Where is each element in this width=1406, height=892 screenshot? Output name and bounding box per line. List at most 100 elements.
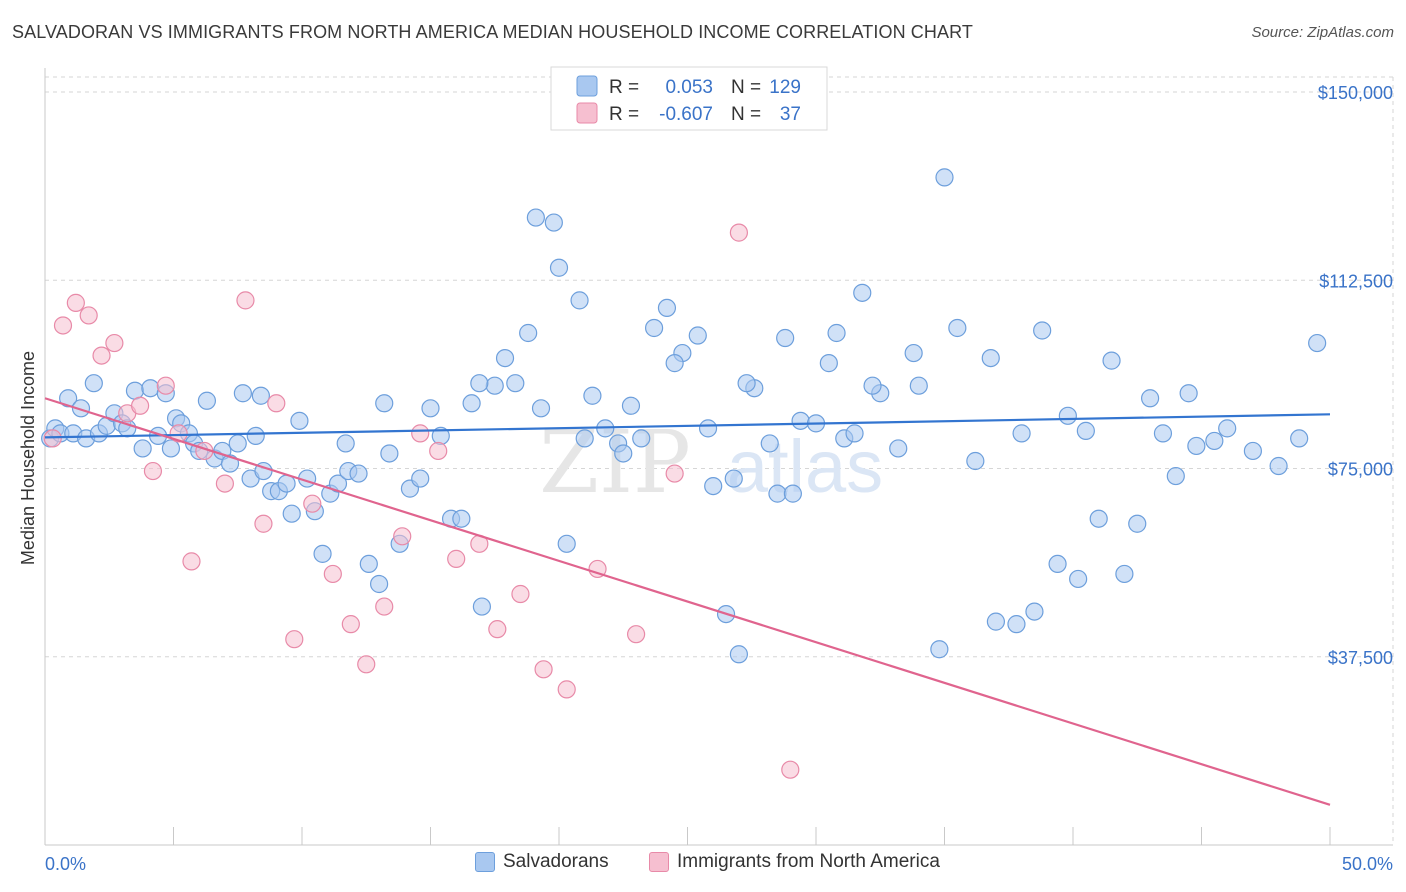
immigrants-point-7 bbox=[130, 396, 150, 415]
salvadorans-point-108 bbox=[665, 354, 684, 373]
salvadorans-point-80 bbox=[791, 411, 810, 430]
salvadorans-point-103 bbox=[470, 374, 489, 393]
immigrants-point-30 bbox=[534, 660, 553, 679]
immigrants-point-10 bbox=[169, 424, 188, 443]
legend-box: R = 0.053 N = 129 R = -0.607 N = 37 bbox=[550, 66, 828, 131]
salvadorans-point-86 bbox=[889, 439, 908, 458]
salvadorans-point-29 bbox=[233, 384, 252, 403]
legend-r-value-pink: -0.607 bbox=[659, 104, 713, 125]
salvadorans-point-55 bbox=[462, 394, 481, 413]
salvadorans-point-114 bbox=[827, 323, 846, 343]
salvadorans-point-97 bbox=[1115, 564, 1134, 584]
salvadorans-point-65 bbox=[583, 386, 602, 405]
trend-lines bbox=[44, 397, 1331, 806]
salvadorans-point-56 bbox=[472, 597, 491, 616]
salvadorans-point-59 bbox=[506, 374, 525, 393]
salvadorans-point-129 bbox=[1205, 431, 1224, 451]
salvadorans-point-132 bbox=[1269, 456, 1288, 476]
salvadorans-point-24 bbox=[197, 391, 217, 410]
grid-lines bbox=[45, 76, 1394, 845]
salvadorans-point-82 bbox=[819, 354, 838, 373]
salvadorans-point-13 bbox=[125, 381, 145, 400]
immigrants-point-9 bbox=[156, 376, 175, 395]
salvadorans-point-115 bbox=[845, 424, 864, 443]
bottom-legend: Salvadorans Immigrants from North Americ… bbox=[0, 851, 1406, 877]
salvadorans-point-88 bbox=[930, 640, 949, 659]
salvadorans-point-31 bbox=[246, 426, 265, 446]
salvadorans-label: Salvadorans bbox=[503, 851, 609, 872]
salvadorans-point-133 bbox=[1290, 429, 1309, 448]
y-axis-label: Median Household Income bbox=[18, 351, 38, 565]
bottom-legend-salvadorans: Salvadorans bbox=[475, 851, 609, 873]
immigrants-point-13 bbox=[215, 474, 234, 493]
salvadorans-point-68 bbox=[621, 396, 641, 415]
immigrants-point-31 bbox=[557, 680, 576, 699]
salvadorans-point-120 bbox=[1012, 424, 1031, 443]
immigrants-point-34 bbox=[665, 464, 684, 483]
salvadorans-point-105 bbox=[549, 258, 569, 277]
legend-n-value-blue: 129 bbox=[769, 77, 801, 98]
salvadorans-point-73 bbox=[688, 326, 707, 345]
immigrants-point-11 bbox=[182, 552, 201, 571]
immigrants-point-28 bbox=[488, 620, 507, 639]
immigrants-point-5 bbox=[105, 333, 124, 353]
immigrants-swatch bbox=[649, 852, 669, 872]
salvadorans-point-76 bbox=[729, 645, 749, 664]
y-tick-label-2: $112,500 bbox=[1319, 271, 1393, 291]
salvadorans-point-46 bbox=[370, 574, 389, 594]
salvadorans-point-128 bbox=[1187, 436, 1206, 456]
salvadorans-point-90 bbox=[966, 451, 985, 471]
immigrants-point-24 bbox=[411, 424, 430, 443]
y-tick-labels: $37,500 $75,000 $112,500 $150,000 bbox=[1318, 83, 1393, 668]
salvadorans-point-119 bbox=[981, 348, 1000, 368]
salvadorans-point-104 bbox=[526, 208, 545, 227]
salvadorans-point-122 bbox=[1058, 406, 1077, 425]
salvadorans-point-70 bbox=[644, 318, 664, 338]
salvadorans-point-127 bbox=[1166, 466, 1185, 486]
salvadorans-point-116 bbox=[863, 376, 882, 395]
salvadorans-point-71 bbox=[657, 298, 677, 318]
salvadorans-point-131 bbox=[1243, 441, 1263, 461]
immigrants-point-36 bbox=[781, 760, 800, 779]
legend-r-label-blue: R = bbox=[609, 77, 639, 98]
salvadorans-point-106 bbox=[575, 429, 594, 448]
immigrants-point-33 bbox=[626, 625, 646, 644]
salvadorans-point-36 bbox=[282, 504, 301, 523]
salvadorans-point-92 bbox=[1007, 615, 1026, 634]
salvadorans-point-112 bbox=[768, 484, 787, 503]
salvadorans-point-87 bbox=[909, 376, 928, 395]
immigrants-point-4 bbox=[92, 346, 111, 365]
salvadorans-point-61 bbox=[531, 399, 551, 418]
salvadorans-point-95 bbox=[1069, 569, 1088, 589]
salvadorans-point-99 bbox=[1179, 384, 1198, 403]
salvadorans-point-134 bbox=[1308, 333, 1327, 353]
legend-r-value-blue: 0.053 bbox=[665, 77, 713, 98]
salvadorans-point-63 bbox=[557, 534, 576, 553]
salvadorans-point-100 bbox=[251, 386, 270, 405]
legend-swatch-pink bbox=[576, 102, 598, 124]
salvadorans-point-57 bbox=[485, 376, 504, 395]
salvadorans-point-15 bbox=[141, 379, 160, 398]
salvadorans-point-58 bbox=[495, 348, 515, 368]
salvadorans-point-109 bbox=[698, 419, 718, 438]
legend-swatch-blue bbox=[576, 75, 598, 97]
immigrants-point-18 bbox=[303, 494, 322, 513]
salvadorans-point-60 bbox=[519, 323, 538, 343]
salvadorans-point-113 bbox=[783, 484, 802, 503]
immigrants-point-26 bbox=[447, 549, 466, 568]
immigrants-point-32 bbox=[588, 559, 607, 579]
immigrants-point-29 bbox=[511, 584, 530, 604]
salvadorans-point-121 bbox=[1033, 321, 1052, 340]
salvadorans-point-84 bbox=[853, 283, 872, 302]
salvadorans-point-18 bbox=[161, 439, 181, 458]
salvadorans-point-118 bbox=[935, 168, 954, 187]
legend-r-label-pink: R = bbox=[609, 104, 639, 125]
salvadorans-point-40 bbox=[313, 544, 332, 563]
immigrants-point-8 bbox=[143, 461, 163, 481]
immigrants-point-20 bbox=[341, 615, 360, 634]
salvadorans-point-89 bbox=[948, 318, 967, 338]
legend-n-value-pink: 37 bbox=[780, 104, 801, 125]
immigrants-point-3 bbox=[79, 306, 98, 325]
y-tick-label-3: $150,000 bbox=[1318, 83, 1393, 103]
immigrants-point-0 bbox=[43, 429, 62, 448]
